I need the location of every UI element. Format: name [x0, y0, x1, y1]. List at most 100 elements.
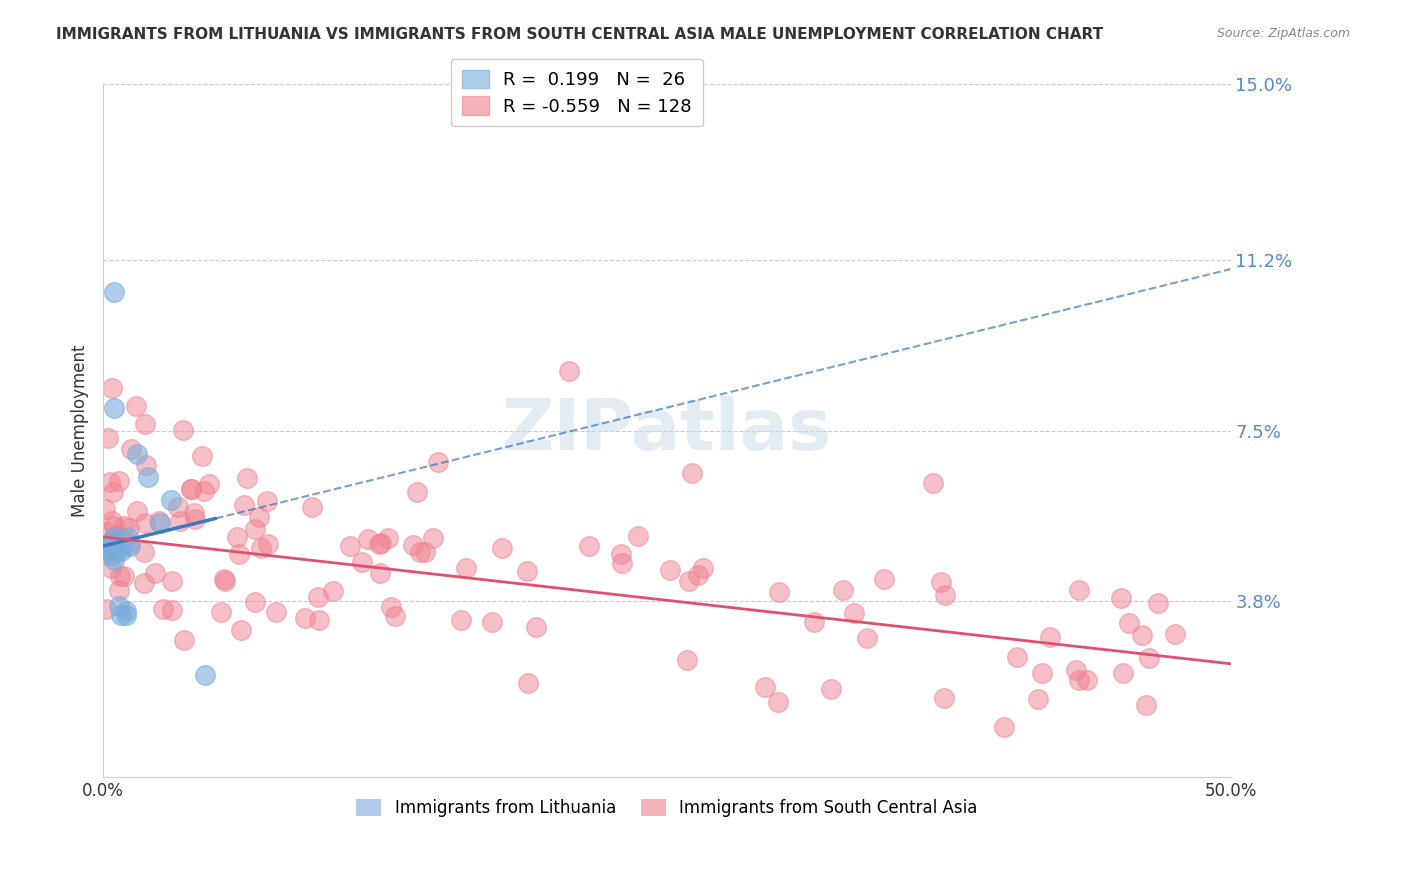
Immigrants from South Central Asia [627, 529, 650, 543]
Immigrants from South Central Asia [422, 531, 444, 545]
Immigrants from South Central Asia [120, 442, 142, 456]
Immigrants from South Central Asia [456, 561, 478, 575]
Immigrants from Lithuania [103, 401, 125, 415]
Immigrants from South Central Asia [135, 458, 157, 473]
Immigrants from South Central Asia [98, 475, 121, 490]
Immigrants from South Central Asia [934, 588, 956, 602]
Immigrants from South Central Asia [94, 502, 117, 516]
Immigrants from South Central Asia [97, 431, 120, 445]
Immigrants from South Central Asia [117, 521, 139, 535]
Immigrants from South Central Asia [1164, 627, 1187, 641]
Immigrants from Lithuania [110, 543, 132, 558]
Immigrants from South Central Asia [191, 449, 214, 463]
Immigrants from South Central Asia [1076, 673, 1098, 687]
Immigrants from South Central Asia [803, 615, 825, 629]
Immigrants from South Central Asia [1146, 596, 1168, 610]
Immigrants from South Central Asia [768, 584, 790, 599]
Immigrants from South Central Asia [932, 691, 955, 706]
Immigrants from South Central Asia [993, 720, 1015, 734]
Immigrants from Lithuania [114, 608, 136, 623]
Immigrants from South Central Asia [307, 590, 329, 604]
Immigrants from South Central Asia [209, 605, 232, 619]
Immigrants from South Central Asia [681, 466, 703, 480]
Immigrants from South Central Asia [183, 512, 205, 526]
Immigrants from Lithuania [101, 534, 124, 549]
Immigrants from South Central Asia [1039, 630, 1062, 644]
Immigrants from South Central Asia [1130, 628, 1153, 642]
Immigrants from Lithuania [105, 539, 128, 553]
Immigrants from South Central Asia [118, 537, 141, 551]
Immigrants from South Central Asia [692, 561, 714, 575]
Immigrants from South Central Asia [357, 533, 380, 547]
Immigrants from South Central Asia [856, 631, 879, 645]
Immigrants from South Central Asia [243, 522, 266, 536]
Text: ZIPatlas: ZIPatlas [502, 396, 832, 465]
Immigrants from South Central Asia [1064, 663, 1087, 677]
Immigrants from South Central Asia [173, 632, 195, 647]
Immigrants from South Central Asia [1111, 666, 1133, 681]
Immigrants from South Central Asia [214, 574, 236, 588]
Immigrants from Lithuania [120, 539, 142, 553]
Immigrants from South Central Asia [515, 564, 537, 578]
Immigrants from South Central Asia [183, 506, 205, 520]
Immigrants from South Central Asia [264, 605, 287, 619]
Immigrants from South Central Asia [166, 500, 188, 514]
Immigrants from South Central Asia [134, 417, 156, 431]
Immigrants from South Central Asia [322, 584, 344, 599]
Immigrants from South Central Asia [226, 530, 249, 544]
Immigrants from South Central Asia [1005, 650, 1028, 665]
Immigrants from South Central Asia [294, 611, 316, 625]
Immigrants from South Central Asia [162, 603, 184, 617]
Immigrants from South Central Asia [1118, 616, 1140, 631]
Immigrants from Lithuania [159, 492, 181, 507]
Immigrants from South Central Asia [610, 547, 633, 561]
Immigrants from South Central Asia [1069, 582, 1091, 597]
Immigrants from South Central Asia [377, 531, 399, 545]
Immigrants from South Central Asia [112, 518, 135, 533]
Immigrants from Lithuania [148, 516, 170, 530]
Immigrants from Lithuania [136, 470, 159, 484]
Immigrants from South Central Asia [754, 681, 776, 695]
Text: IMMIGRANTS FROM LITHUANIA VS IMMIGRANTS FROM SOUTH CENTRAL ASIA MALE UNEMPLOYMEN: IMMIGRANTS FROM LITHUANIA VS IMMIGRANTS … [56, 27, 1104, 42]
Immigrants from South Central Asia [112, 569, 135, 583]
Immigrants from South Central Asia [402, 538, 425, 552]
Immigrants from South Central Asia [380, 599, 402, 614]
Immigrants from South Central Asia [659, 563, 682, 577]
Immigrants from South Central Asia [450, 613, 472, 627]
Immigrants from South Central Asia [233, 499, 256, 513]
Immigrants from South Central Asia [405, 485, 427, 500]
Immigrants from South Central Asia [491, 541, 513, 555]
Immigrants from South Central Asia [94, 548, 117, 562]
Immigrants from South Central Asia [101, 514, 124, 528]
Immigrants from South Central Asia [107, 474, 129, 488]
Immigrants from South Central Asia [134, 516, 156, 530]
Immigrants from Lithuania [101, 549, 124, 563]
Immigrants from Lithuania [98, 543, 121, 558]
Immigrants from South Central Asia [256, 537, 278, 551]
Immigrants from Lithuania [108, 539, 131, 553]
Immigrants from South Central Asia [152, 602, 174, 616]
Immigrants from Lithuania [114, 604, 136, 618]
Immigrants from South Central Asia [686, 568, 709, 582]
Immigrants from South Central Asia [148, 514, 170, 528]
Immigrants from South Central Asia [675, 653, 697, 667]
Immigrants from South Central Asia [678, 574, 700, 589]
Immigrants from South Central Asia [125, 399, 148, 413]
Immigrants from South Central Asia [108, 569, 131, 583]
Immigrants from South Central Asia [256, 494, 278, 508]
Immigrants from South Central Asia [180, 482, 202, 496]
Immigrants from South Central Asia [243, 595, 266, 609]
Immigrants from Lithuania [103, 530, 125, 544]
Immigrants from South Central Asia [250, 541, 273, 555]
Immigrants from South Central Asia [1137, 650, 1160, 665]
Immigrants from South Central Asia [134, 545, 156, 559]
Immigrants from South Central Asia [820, 681, 842, 696]
Immigrants from Lithuania [112, 539, 135, 553]
Immigrants from Lithuania [101, 543, 124, 558]
Immigrants from South Central Asia [100, 545, 122, 559]
Immigrants from South Central Asia [162, 574, 184, 589]
Immigrants from South Central Asia [1135, 698, 1157, 712]
Immigrants from South Central Asia [413, 545, 436, 559]
Immigrants from Lithuania [108, 599, 131, 613]
Immigrants from South Central Asia [108, 529, 131, 543]
